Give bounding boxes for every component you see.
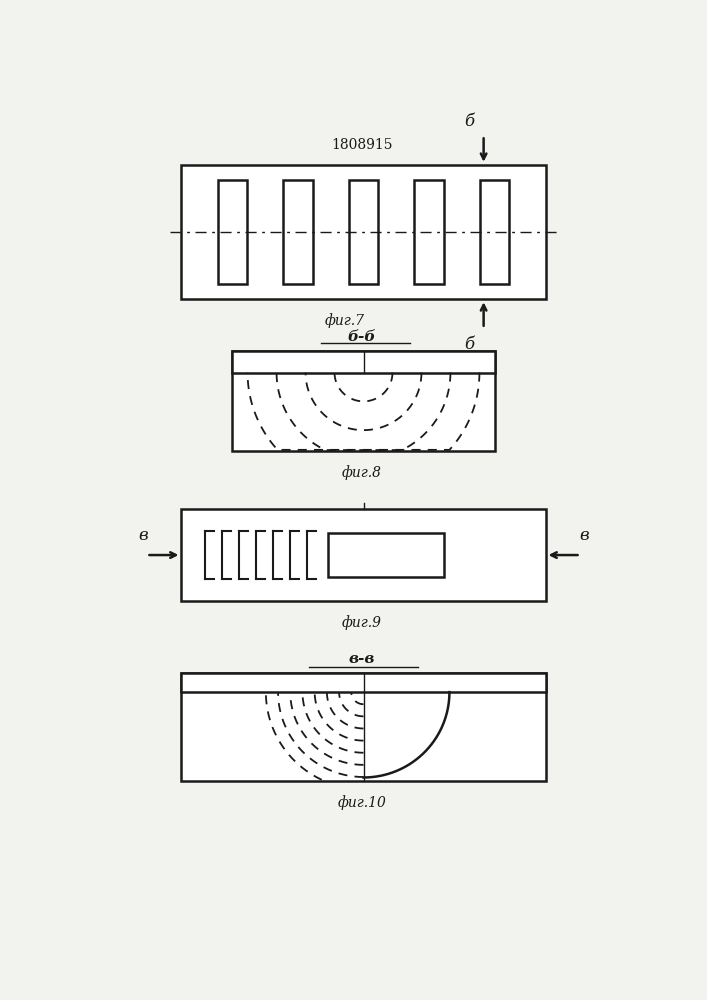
Text: в: в <box>580 526 589 544</box>
Text: в: в <box>138 526 148 544</box>
Bar <box>349 180 378 284</box>
Text: б: б <box>464 336 474 353</box>
Text: в-в: в-в <box>349 652 375 666</box>
Text: б-б: б-б <box>348 330 376 344</box>
Bar <box>182 509 546 601</box>
Bar <box>284 180 312 284</box>
Text: фиг.7: фиг.7 <box>324 314 364 328</box>
Bar <box>182 673 546 692</box>
Bar <box>218 180 247 284</box>
Bar <box>182 165 546 299</box>
Bar <box>480 180 510 284</box>
Text: фиг.10: фиг.10 <box>337 795 387 810</box>
Bar <box>414 180 444 284</box>
Bar <box>328 533 444 577</box>
Bar <box>232 351 495 373</box>
Text: 1808915: 1808915 <box>331 138 392 152</box>
Bar <box>182 673 546 781</box>
Text: фиг.8: фиг.8 <box>342 465 382 480</box>
Text: б: б <box>464 113 474 130</box>
Text: фиг.9: фиг.9 <box>342 615 382 630</box>
Bar <box>232 351 495 451</box>
